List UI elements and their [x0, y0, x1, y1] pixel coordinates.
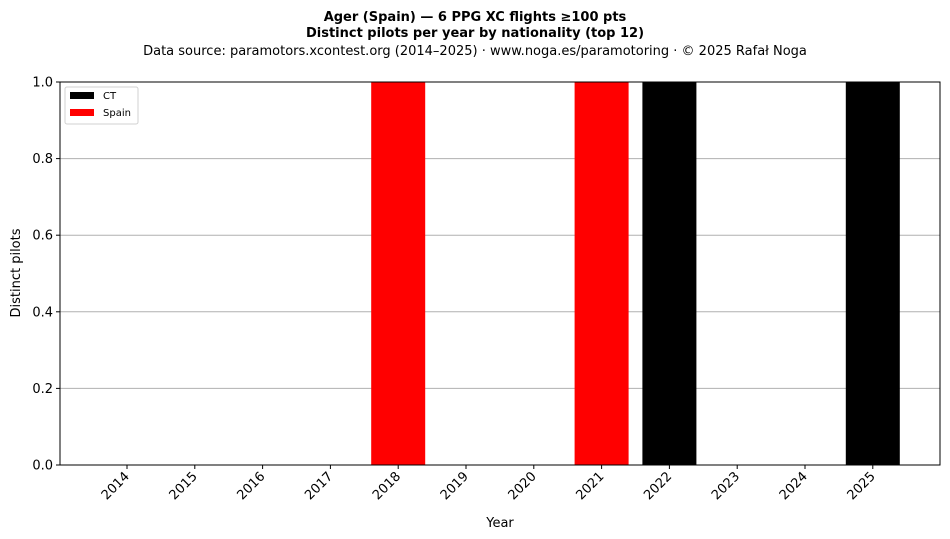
bars [371, 82, 900, 465]
legend-label-spain: Spain [103, 108, 131, 119]
x-tick-label: 2022 [641, 469, 675, 503]
x-tick-label: 2017 [302, 469, 336, 503]
y-tick-label: 0.6 [32, 229, 53, 244]
chart-source: Data source: paramotors.xcontest.org (20… [143, 44, 807, 59]
y-tick-label: 1.0 [32, 76, 53, 91]
x-tick-label: 2019 [438, 469, 472, 503]
x-tick-label: 2020 [506, 469, 540, 503]
y-tick-label: 0.4 [32, 305, 53, 320]
y-axis-label: Distinct pilots [9, 228, 24, 317]
bar-spain-2021 [574, 82, 629, 465]
x-tick-label: 2021 [573, 469, 607, 503]
x-tick-label: 2024 [777, 469, 811, 503]
gridlines [60, 158, 940, 389]
y-axis: 0.0 0.2 0.4 0.6 0.8 1.0 [32, 76, 60, 474]
x-tick-label: 2018 [370, 469, 404, 503]
x-tick-label: 2014 [99, 469, 133, 503]
bar-ct-2022 [642, 82, 697, 465]
chart-title: Ager (Spain) — 6 PPG XC flights ≥100 pts [324, 10, 627, 25]
chart-subtitle: Distinct pilots per year by nationality … [306, 26, 644, 41]
x-axis: 2014 2015 2016 2017 2018 2019 2020 2021 2022 2023… [99, 465, 879, 503]
plot-frame [59, 81, 941, 466]
y-tick-label: 0.2 [32, 382, 53, 397]
x-tick-label: 2015 [167, 469, 201, 503]
x-tick-label: 2023 [709, 469, 743, 503]
legend-swatch-spain [70, 109, 94, 116]
legend-label-ct: CT [103, 91, 117, 102]
legend: CT Spain [64, 86, 139, 125]
legend-swatch-ct [70, 92, 94, 99]
y-tick-label: 0.8 [32, 152, 53, 167]
x-tick-label: 2016 [234, 469, 268, 503]
x-axis-label: Year [485, 516, 514, 531]
bar-spain-2018 [371, 82, 426, 465]
y-tick-label: 0.0 [32, 459, 53, 474]
x-tick-label: 2025 [845, 469, 879, 503]
bar-ct-2025 [845, 82, 900, 465]
